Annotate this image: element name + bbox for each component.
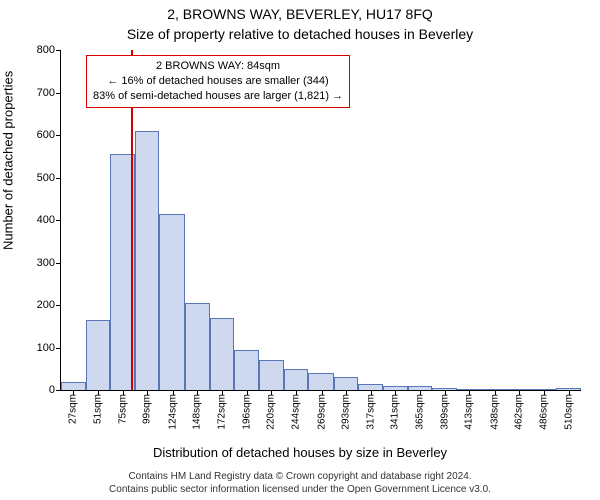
y-axis-label: Number of detached properties: [1, 71, 16, 250]
x-tick-label: 341sqm: [390, 394, 401, 430]
histogram-bar: [86, 320, 111, 390]
y-tick-label: 600: [37, 129, 55, 141]
y-tick: [56, 50, 61, 51]
x-tick-label: 462sqm: [514, 394, 525, 430]
x-axis-label: Distribution of detached houses by size …: [0, 445, 600, 460]
histogram-bar: [61, 382, 86, 391]
x-tick-label: 293sqm: [341, 394, 352, 430]
y-tick-label: 0: [49, 384, 55, 396]
x-tick-label: 99sqm: [142, 394, 153, 424]
histogram-bar: [135, 131, 160, 390]
title-main: 2, BROWNS WAY, BEVERLEY, HU17 8FQ: [0, 6, 600, 22]
y-tick-label: 800: [37, 44, 55, 56]
histogram-bar: [334, 377, 359, 390]
histogram-bar: [159, 214, 185, 390]
y-tick: [56, 93, 61, 94]
y-tick: [56, 263, 61, 264]
callout-line-1: 2 BROWNS WAY: 84sqm: [93, 59, 343, 74]
x-tick-label: 196sqm: [241, 394, 252, 430]
credits: Contains HM Land Registry data © Crown c…: [0, 470, 600, 496]
y-tick-label: 200: [37, 299, 55, 311]
histogram-bar: [284, 369, 309, 390]
x-tick-label: 148sqm: [192, 394, 203, 430]
x-tick-label: 389sqm: [439, 394, 450, 430]
title-sub: Size of property relative to detached ho…: [0, 26, 600, 42]
y-tick-label: 700: [37, 87, 55, 99]
y-tick-label: 100: [37, 342, 55, 354]
histogram-bar: [210, 318, 235, 390]
y-tick: [56, 305, 61, 306]
y-tick: [56, 220, 61, 221]
x-tick-label: 438sqm: [489, 394, 500, 430]
y-tick: [56, 348, 61, 349]
x-tick-label: 51sqm: [92, 394, 103, 424]
y-tick: [56, 135, 61, 136]
x-tick-label: 269sqm: [316, 394, 327, 430]
y-tick-label: 500: [37, 172, 55, 184]
x-tick-label: 220sqm: [266, 394, 277, 430]
y-tick: [56, 390, 61, 391]
y-tick-label: 300: [37, 257, 55, 269]
y-tick-label: 400: [37, 214, 55, 226]
x-tick-label: 486sqm: [539, 394, 550, 430]
histogram-bar: [185, 303, 210, 390]
x-tick-label: 172sqm: [217, 394, 228, 430]
histogram-bar: [308, 373, 334, 390]
x-tick-label: 124sqm: [167, 394, 178, 430]
x-tick-label: 27sqm: [68, 394, 79, 424]
property-callout: 2 BROWNS WAY: 84sqm ← 16% of detached ho…: [86, 55, 350, 108]
callout-line-2: ← 16% of detached houses are smaller (34…: [93, 74, 343, 89]
x-tick-label: 413sqm: [464, 394, 475, 430]
credit-line-1: Contains HM Land Registry data © Crown c…: [0, 470, 600, 483]
x-tick-label: 244sqm: [290, 394, 301, 430]
x-tick-label: 365sqm: [414, 394, 425, 430]
x-tick-label: 75sqm: [117, 394, 128, 424]
callout-line-3: 83% of semi-detached houses are larger (…: [93, 89, 343, 104]
x-tick-label: 510sqm: [563, 394, 574, 430]
credit-line-2: Contains public sector information licen…: [0, 483, 600, 496]
histogram-bar: [234, 350, 259, 390]
y-tick: [56, 178, 61, 179]
figure: 2, BROWNS WAY, BEVERLEY, HU17 8FQ Size o…: [0, 0, 600, 500]
histogram-bar: [259, 360, 284, 390]
x-tick-label: 317sqm: [365, 394, 376, 430]
